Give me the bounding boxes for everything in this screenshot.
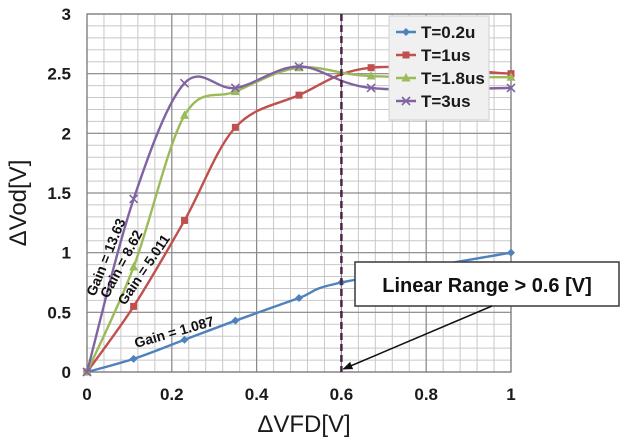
y-tick-label: 2: [62, 124, 71, 143]
data-point: [507, 248, 515, 257]
data-point: [129, 261, 139, 271]
data-point: [366, 83, 376, 93]
data-point: [402, 28, 410, 36]
data-point: [180, 335, 189, 344]
data-point: [129, 354, 138, 363]
data-point: [401, 96, 411, 106]
data-point: [82, 367, 92, 377]
y-tick-label: 1.5: [47, 184, 71, 203]
data-point: [506, 83, 516, 93]
data-point: [230, 83, 240, 93]
x-tick-label: 0.4: [245, 385, 269, 404]
data-point: [294, 61, 304, 72]
data-point: [231, 123, 239, 131]
callout-box: [354, 261, 620, 307]
data-point: [506, 72, 516, 81]
series-3: [82, 61, 516, 377]
data-point: [179, 78, 190, 88]
legend-label: T=3us: [421, 92, 471, 111]
y-tick-label: 0.5: [47, 303, 71, 322]
callout-arrow: [342, 305, 493, 370]
data-point: [401, 73, 411, 82]
data-point: [231, 316, 240, 325]
x-tick-label: 0.2: [160, 385, 184, 404]
data-point: [295, 294, 303, 303]
x-axis-label: ΔVFD[V]: [257, 411, 350, 438]
data-point: [130, 302, 138, 310]
y-tick-label: 1: [62, 244, 71, 263]
data-point: [180, 110, 190, 119]
y-axis-label: ΔVod[V]: [5, 160, 32, 247]
x-tick-label: 0.8: [414, 385, 438, 404]
data-point: [367, 64, 375, 72]
x-tick-label: 1: [506, 385, 515, 404]
callout-label: Linear Range > 0.6 [V]: [382, 275, 592, 297]
y-tick-label: 3: [62, 5, 71, 24]
plot-border: [86, 13, 512, 373]
series-line: [85, 65, 512, 373]
x-tick-label: 0: [82, 385, 91, 404]
data-point: [129, 194, 139, 204]
y-tick-label: 0: [62, 363, 71, 382]
data-point: [230, 86, 240, 96]
legend-label: T=0.2u: [421, 23, 475, 42]
data-point: [402, 51, 410, 59]
y-tick-label: 2.5: [47, 65, 71, 84]
data-point: [181, 216, 189, 224]
x-tick-label: 0.6: [330, 385, 354, 404]
legend-label: T=1us: [421, 46, 471, 65]
legend-label: T=1.8us: [421, 69, 485, 88]
data-point: [366, 71, 376, 80]
data-point: [295, 91, 303, 99]
